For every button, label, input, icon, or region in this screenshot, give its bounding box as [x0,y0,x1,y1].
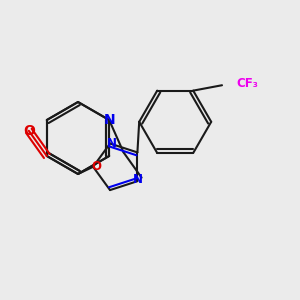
Text: O: O [91,160,101,173]
Text: CF₃: CF₃ [236,77,258,90]
Text: N: N [107,137,117,150]
Text: N: N [132,173,142,186]
Text: N: N [103,113,115,127]
Text: O: O [23,124,35,138]
